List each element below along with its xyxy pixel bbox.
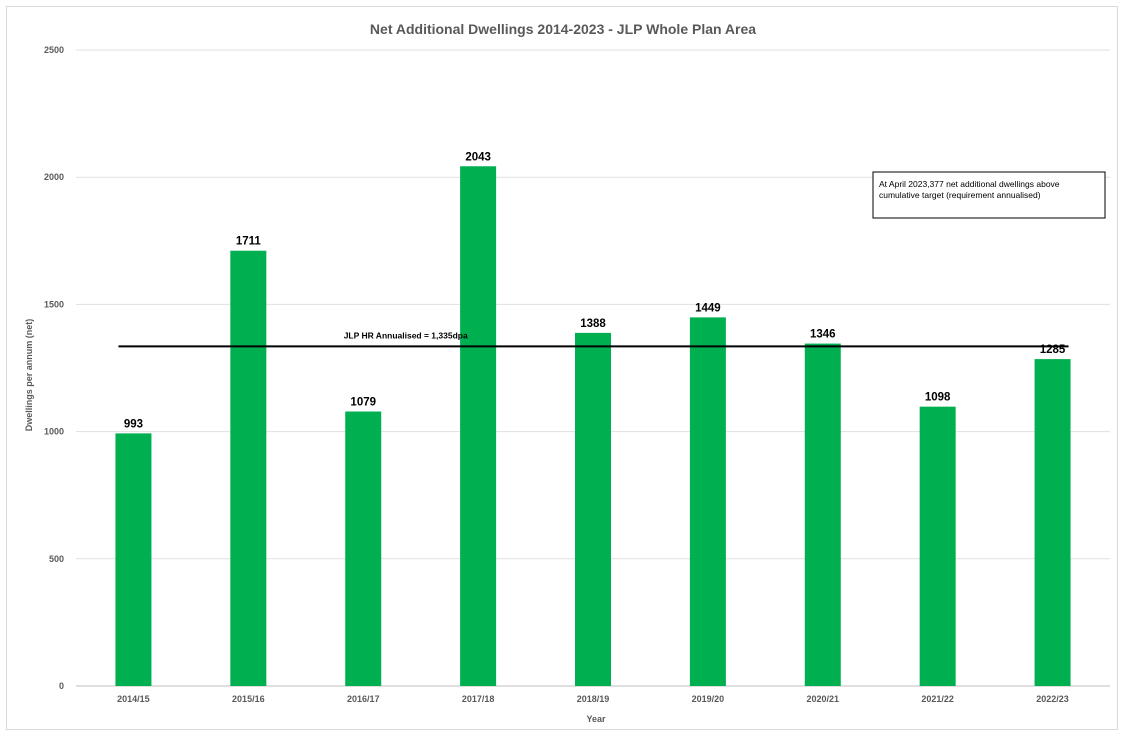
x-tick-label: 2016/17 [347, 694, 380, 704]
annotation-text: At April 2023,377 net additional dwellin… [879, 179, 1060, 189]
x-tick-label: 2021/22 [921, 694, 954, 704]
bar-chart: Net Additional Dwellings 2014-2023 - JLP… [24, 21, 1110, 724]
bar [460, 166, 497, 686]
x-tick-label: 2014/15 [117, 694, 150, 704]
reference-line-group: JLP HR Annualised = 1,335dpa [118, 330, 1069, 348]
x-axis-ticks: 2014/15 2015/16 2016/17 2017/18 2018/19 2019/… [117, 694, 1069, 704]
bar [345, 411, 382, 686]
x-axis-title: Year [586, 714, 606, 724]
data-label: 993 [124, 418, 143, 430]
x-tick-label: 2018/19 [577, 694, 610, 704]
bar [115, 433, 152, 686]
bar [575, 332, 611, 686]
chart-title: Net Additional Dwellings 2014-2023 - JLP… [370, 21, 756, 37]
bar [689, 317, 726, 686]
data-label: 1346 [810, 329, 836, 341]
data-label: 1098 [925, 392, 951, 404]
annotation-border [872, 171, 1106, 219]
x-tick-label: 2020/21 [807, 694, 840, 704]
annotation-box: At April 2023,377 net additional dwellin… [872, 171, 1106, 219]
data-label: 2043 [465, 151, 491, 163]
y-axis-title: Dwellings per annum (net) [24, 319, 34, 432]
bars [115, 166, 1071, 686]
x-tick-label: 2017/18 [462, 694, 495, 704]
y-tick-label: 0 [59, 681, 64, 691]
bar [804, 343, 841, 686]
y-tick-label: 2500 [44, 45, 64, 55]
x-tick-label: 2019/20 [692, 694, 725, 704]
y-tick-label: 1000 [44, 427, 64, 437]
bar [919, 406, 956, 686]
x-tick-label: 2022/23 [1036, 694, 1069, 704]
y-tick-label: 500 [49, 554, 64, 564]
bar [1034, 359, 1071, 686]
x-tick-label: 2015/16 [232, 694, 265, 704]
data-label: 1449 [695, 302, 721, 314]
y-tick-label: 1500 [44, 299, 64, 309]
y-axis-ticks: 0 500 1000 1500 2000 2500 [44, 45, 64, 691]
chart-container: Net Additional Dwellings 2014-2023 - JLP… [6, 6, 1118, 730]
annotation-text: cumulative target (requirement annualise… [879, 190, 1041, 200]
data-label: 1711 [236, 236, 262, 248]
reference-line-label: JLP HR Annualised = 1,335dpa [344, 330, 468, 340]
data-label: 1079 [350, 397, 376, 409]
y-tick-label: 2000 [44, 172, 64, 182]
bar [230, 250, 267, 686]
data-label: 1388 [580, 318, 606, 330]
